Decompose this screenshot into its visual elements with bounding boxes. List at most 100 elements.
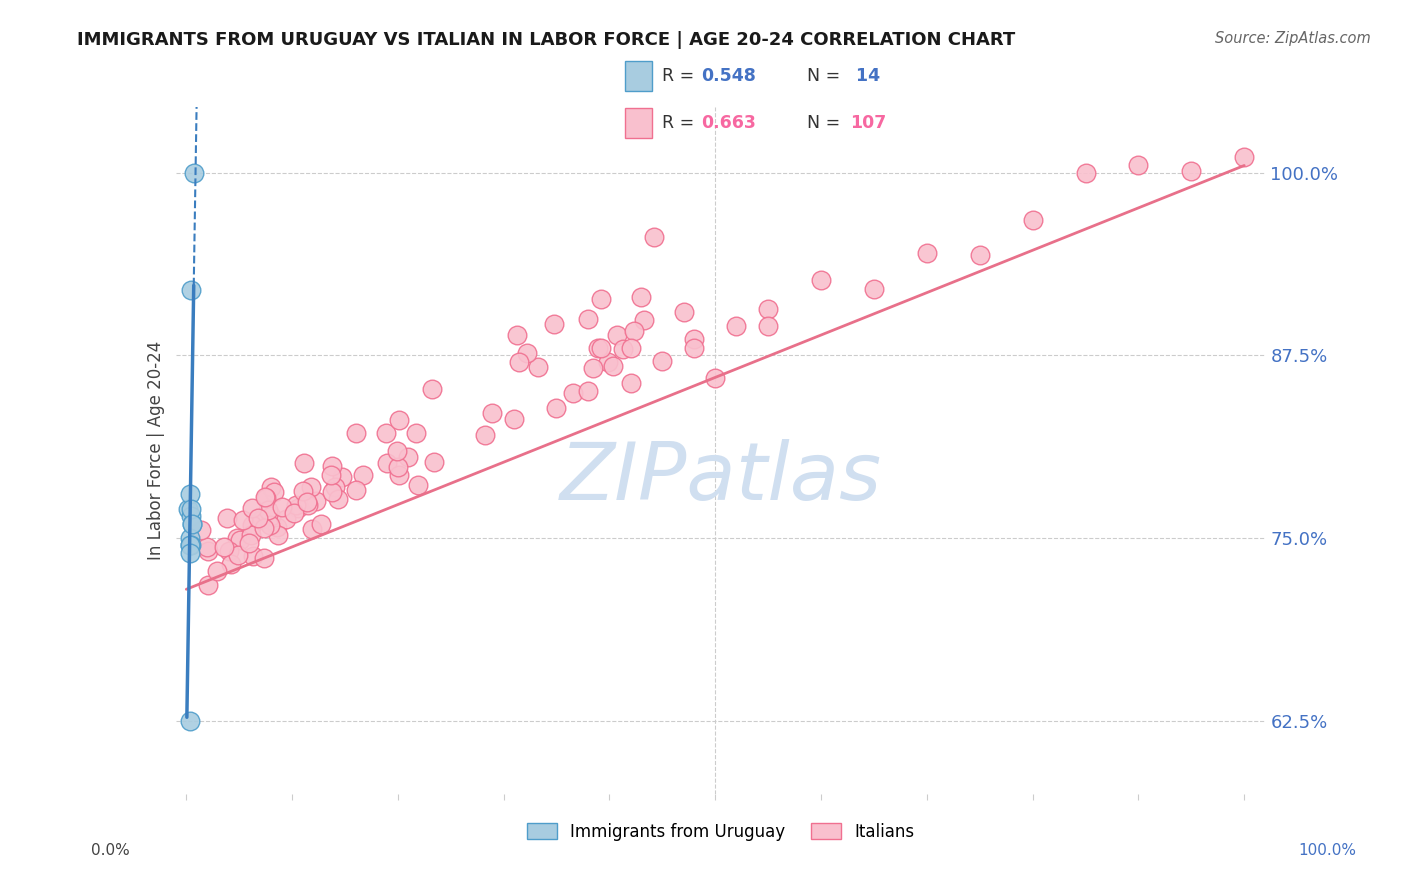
Point: [180, 538, 202, 552]
Point: [630, 290, 652, 304]
Point: [253, 551, 276, 566]
Point: [250, 512, 273, 526]
Point: [633, 313, 655, 327]
Point: [260, 480, 283, 494]
Point: [180, 516, 202, 531]
Point: [247, 511, 270, 525]
Point: [423, 455, 446, 469]
Bar: [626, 108, 652, 138]
Point: [177, 502, 200, 516]
Point: [232, 513, 254, 527]
Point: [274, 512, 297, 526]
Text: R =: R =: [662, 67, 699, 85]
Point: [330, 469, 353, 483]
Point: [190, 523, 212, 537]
Point: [266, 519, 288, 533]
Point: [620, 341, 643, 355]
Text: ZIPatlas: ZIPatlas: [560, 439, 882, 517]
Point: [179, 538, 201, 552]
Point: [1128, 158, 1150, 172]
Point: [651, 353, 673, 368]
Point: [405, 425, 427, 440]
Point: [352, 467, 374, 482]
Point: [388, 413, 411, 427]
Point: [212, 540, 235, 554]
Point: [301, 522, 323, 536]
Point: [180, 502, 202, 516]
Point: [270, 500, 292, 515]
Text: 100.0%: 100.0%: [1299, 843, 1357, 858]
Point: [321, 468, 343, 483]
Point: [396, 450, 419, 464]
Point: [1074, 166, 1097, 180]
Point: [179, 546, 201, 560]
Point: [321, 459, 343, 474]
Text: 0.0%: 0.0%: [91, 843, 131, 858]
Point: [582, 360, 605, 375]
Text: N =: N =: [807, 67, 846, 85]
Point: [256, 502, 278, 516]
Text: 0.663: 0.663: [702, 114, 756, 132]
Text: 107: 107: [849, 114, 886, 132]
Point: [620, 376, 643, 391]
Point: [323, 480, 346, 494]
Point: [226, 548, 249, 562]
Point: [267, 528, 290, 542]
Point: [219, 557, 242, 571]
Point: [591, 341, 613, 355]
Point: [179, 714, 201, 728]
Point: [197, 578, 219, 592]
Point: [240, 501, 263, 516]
Point: [704, 371, 727, 385]
Point: [183, 166, 205, 180]
Point: [228, 533, 250, 547]
Point: [309, 517, 332, 532]
Point: [543, 317, 565, 331]
Point: [218, 543, 240, 558]
Point: [180, 509, 202, 524]
Point: [305, 494, 328, 508]
Point: [217, 511, 239, 525]
Point: [375, 456, 398, 470]
Point: [586, 342, 609, 356]
Point: [606, 327, 628, 342]
Point: [344, 483, 367, 497]
Point: [240, 518, 263, 533]
Point: [576, 312, 599, 326]
Text: Source: ZipAtlas.com: Source: ZipAtlas.com: [1215, 31, 1371, 46]
Point: [387, 459, 409, 474]
Point: [915, 246, 938, 260]
Point: [344, 425, 367, 440]
Text: R =: R =: [662, 114, 699, 132]
Point: [508, 355, 530, 369]
Point: [527, 359, 550, 374]
Point: [1021, 213, 1043, 227]
Point: [254, 491, 277, 505]
Point: [481, 406, 503, 420]
Point: [242, 549, 264, 563]
Point: [506, 327, 529, 342]
Point: [1180, 163, 1202, 178]
Point: [725, 319, 748, 334]
Point: [297, 498, 319, 512]
Point: [576, 384, 599, 399]
Point: [623, 324, 645, 338]
Point: [969, 248, 991, 262]
Text: 0.548: 0.548: [702, 67, 756, 85]
Legend: Immigrants from Uruguay, Italians: Immigrants from Uruguay, Italians: [520, 816, 921, 847]
Point: [283, 506, 305, 520]
Point: [195, 541, 218, 555]
Point: [180, 516, 202, 531]
Point: [179, 487, 201, 501]
Point: [180, 283, 202, 297]
Point: [756, 319, 779, 334]
Point: [388, 467, 411, 482]
Point: [260, 509, 283, 524]
Point: [672, 304, 695, 318]
Point: [259, 518, 281, 533]
Y-axis label: In Labor Force | Age 20-24: In Labor Force | Age 20-24: [146, 341, 165, 560]
Point: [299, 480, 322, 494]
Text: IMMIGRANTS FROM URUGUAY VS ITALIAN IN LABOR FORCE | AGE 20-24 CORRELATION CHART: IMMIGRANTS FROM URUGUAY VS ITALIAN IN LA…: [77, 31, 1015, 49]
Point: [544, 401, 567, 416]
Text: 14: 14: [849, 67, 880, 85]
